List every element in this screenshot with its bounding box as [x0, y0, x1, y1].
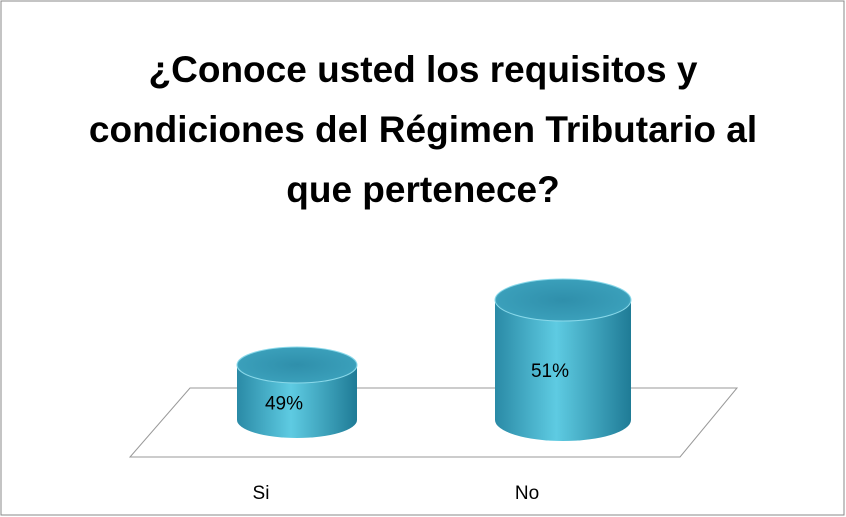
cylinder-top — [494, 278, 632, 322]
cylinder — [236, 346, 358, 438]
cylinder-top — [236, 346, 358, 384]
data-label: 51% — [531, 361, 569, 382]
cylinder-body — [495, 300, 631, 441]
chart-title: ¿Conoce usted los requisitos y condicion… — [88, 49, 758, 210]
cylinder-body — [237, 365, 357, 438]
x-tick-label: Si — [253, 483, 270, 504]
x-tick-label: No — [515, 483, 539, 504]
cylinder — [494, 278, 632, 441]
data-label: 49% — [265, 394, 303, 415]
floor — [128, 387, 739, 458]
